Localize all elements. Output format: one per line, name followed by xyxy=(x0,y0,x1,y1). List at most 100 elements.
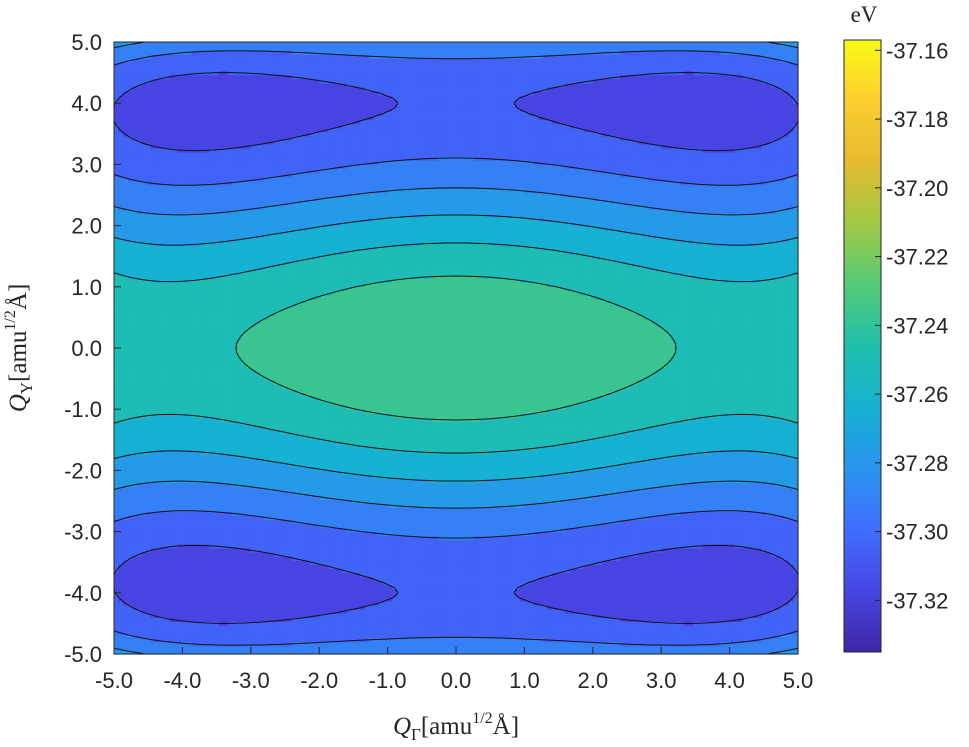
contour-cell xyxy=(196,250,201,255)
contour-cell xyxy=(187,258,192,263)
contour-cell xyxy=(201,124,206,129)
contour-cell xyxy=(192,393,197,398)
contour-cell xyxy=(173,307,178,312)
contour-cell xyxy=(237,434,242,439)
contour-cell xyxy=(123,66,128,71)
contour-cell xyxy=(150,291,155,296)
contour-cell xyxy=(219,426,224,431)
contour-cell xyxy=(128,642,133,647)
contour-cell xyxy=(169,328,174,333)
contour-cell xyxy=(173,593,178,598)
contour-cell xyxy=(132,372,137,377)
contour-cell xyxy=(201,95,206,100)
contour-cell xyxy=(150,576,155,581)
contour-cell xyxy=(150,148,155,153)
contour-cell xyxy=(201,75,206,80)
contour-cell xyxy=(132,299,137,304)
contour-cell xyxy=(246,401,251,406)
contour-cell xyxy=(150,552,155,557)
contour-cell xyxy=(255,254,260,259)
contour-cell xyxy=(251,168,256,173)
contour-cell xyxy=(255,46,260,51)
contour-cell xyxy=(196,589,201,594)
contour-cell xyxy=(137,152,142,157)
contour-cell xyxy=(128,234,133,239)
contour-cell xyxy=(173,324,178,329)
contour-cell xyxy=(214,99,219,104)
contour-cell xyxy=(214,311,219,316)
contour-cell xyxy=(182,409,187,414)
contour-cell xyxy=(192,593,197,598)
contour-cell xyxy=(228,503,233,508)
contour-cell xyxy=(132,336,137,341)
contour-cell xyxy=(223,332,228,337)
contour-cell xyxy=(141,589,146,594)
contour-cell xyxy=(246,193,251,198)
contour-cell xyxy=(187,540,192,545)
contour-cell xyxy=(160,295,165,300)
contour-cell xyxy=(219,79,224,84)
contour-cell xyxy=(119,360,124,365)
contour-cell xyxy=(251,613,256,618)
contour-cell xyxy=(210,613,215,618)
contour-cell xyxy=(264,568,269,573)
contour-cell xyxy=(173,71,178,76)
contour-cell xyxy=(201,83,206,88)
contour-cell xyxy=(196,262,201,267)
contour-cell xyxy=(169,234,174,239)
contour-cell xyxy=(223,242,228,247)
contour-cell xyxy=(169,564,174,569)
contour-cell xyxy=(233,79,238,84)
contour-cell xyxy=(169,42,174,47)
contour-cell xyxy=(173,230,178,235)
contour-cell xyxy=(210,62,215,67)
contour-cell xyxy=(178,474,183,479)
contour-cell xyxy=(146,173,151,178)
contour-cell xyxy=(141,442,146,447)
contour-cell xyxy=(228,638,233,643)
contour-cell xyxy=(150,283,155,288)
contour-cell xyxy=(160,487,165,492)
contour-cell xyxy=(246,66,251,71)
contour-cell xyxy=(141,381,146,386)
contour-cell xyxy=(160,409,165,414)
contour-cell xyxy=(260,413,265,418)
contour-cell xyxy=(132,409,137,414)
contour-cell xyxy=(214,507,219,512)
contour-cell xyxy=(141,332,146,337)
contour-cell xyxy=(132,193,137,198)
contour-cell xyxy=(146,283,151,288)
contour-cell xyxy=(255,601,260,606)
contour-cell xyxy=(182,638,187,643)
contour-cell xyxy=(251,605,256,610)
contour-cell xyxy=(260,46,265,51)
contour-cell xyxy=(141,148,146,153)
contour-cell xyxy=(242,638,247,643)
contour-cell xyxy=(223,405,228,410)
contour-cell xyxy=(246,303,251,308)
contour-cell xyxy=(205,613,210,618)
contour-cell xyxy=(196,230,201,235)
contour-cell xyxy=(137,91,142,96)
contour-cell xyxy=(182,560,187,565)
contour-cell xyxy=(228,242,233,247)
contour-cell xyxy=(251,275,256,280)
contour-cell xyxy=(192,352,197,357)
contour-cell xyxy=(132,589,137,594)
contour-cell xyxy=(201,499,206,504)
contour-cell xyxy=(169,446,174,451)
contour-cell xyxy=(260,499,265,504)
contour-cell xyxy=(192,99,197,104)
contour-cell xyxy=(196,564,201,569)
contour-cell xyxy=(187,568,192,573)
contour-cell xyxy=(123,462,128,467)
contour-cell xyxy=(228,446,233,451)
contour-cell xyxy=(251,360,256,365)
contour-cell xyxy=(228,552,233,557)
contour-cell xyxy=(132,95,137,100)
contour-cell xyxy=(182,291,187,296)
contour-cell xyxy=(137,523,142,528)
contour-cell xyxy=(260,336,265,341)
contour-cell xyxy=(146,605,151,610)
contour-cell xyxy=(160,83,165,88)
